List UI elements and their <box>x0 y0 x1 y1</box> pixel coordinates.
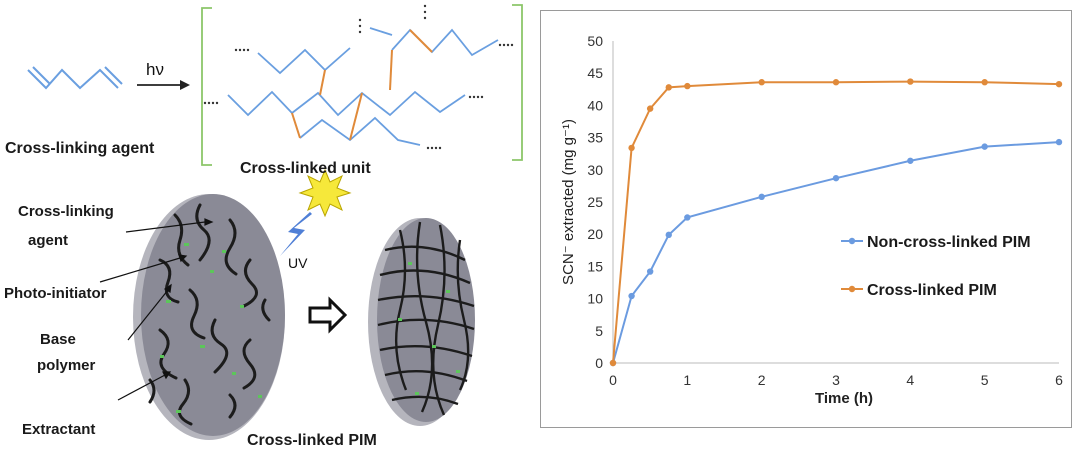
y-tick-label: 5 <box>595 323 603 339</box>
crosslinks <box>291 29 433 141</box>
data-point <box>832 174 840 182</box>
x-tick-label: 4 <box>906 372 914 388</box>
x-tick-label: 5 <box>981 372 989 388</box>
series-line-1 <box>612 80 1060 364</box>
chain-ellipsis-dots <box>203 4 514 150</box>
data-point <box>684 82 691 90</box>
data-point <box>758 193 765 201</box>
legend-label: Non-cross-linked PIM <box>867 234 1031 251</box>
y-tick-label: 45 <box>587 65 603 81</box>
callout-lines <box>99 218 214 401</box>
data-point <box>907 78 914 85</box>
x-tick-label: 6 <box>1055 372 1063 388</box>
y-axis-title: SCN⁻ extracted (mg g⁻¹) <box>560 119 577 285</box>
callout-base-polymer-line1: Base <box>40 331 76 348</box>
data-point <box>832 79 840 86</box>
uv-label: UV <box>288 255 308 271</box>
legend-label: Cross-linked PIM <box>867 282 997 299</box>
y-tick-label: 35 <box>587 130 603 146</box>
crosslinking-agent-label: Cross-linking agent <box>5 140 155 157</box>
callout-base-polymer-line2: polymer <box>37 357 96 374</box>
data-point <box>665 84 672 91</box>
callout-photo-initiator: Photo-initiator <box>4 285 107 302</box>
data-point <box>646 268 654 275</box>
uv-light-icon <box>280 168 352 256</box>
chart-frame: 0 5 10 15 20 25 30 35 40 45 50 0 1 2 3 4 5 6 Time (h) SCN⁻ … <box>540 10 1072 428</box>
y-tick-label: 50 <box>587 33 603 49</box>
callout-crosslinking-agent-line2: agent <box>28 232 69 249</box>
y-tick-label: 10 <box>587 291 603 307</box>
data-point <box>628 292 635 300</box>
data-point <box>1055 138 1063 146</box>
data-point <box>646 105 654 112</box>
series-line-0 <box>612 141 1060 364</box>
callout-extractant: Extractant <box>22 421 96 438</box>
hv-label: hν <box>146 60 164 79</box>
reaction-arrow <box>137 80 190 90</box>
y-tick-label: 25 <box>587 194 603 210</box>
crosslinked-pim-label: Cross-linked PIM <box>247 432 377 449</box>
data-point <box>981 143 988 150</box>
legend-marker <box>848 285 856 293</box>
legend-marker <box>848 237 856 245</box>
crosslinked-unit-chains <box>227 27 499 146</box>
brackets <box>201 4 523 166</box>
data-point <box>981 79 988 86</box>
data-point <box>628 144 635 152</box>
data-point <box>684 214 691 221</box>
data-point <box>907 157 914 164</box>
base-membrane-disk <box>133 194 285 440</box>
crosslinked-membrane-disk <box>368 218 475 426</box>
y-tick-label: 0 <box>595 355 603 371</box>
x-axis-title: Time (h) <box>815 390 873 407</box>
data-point <box>758 79 765 86</box>
y-tick-label: 15 <box>587 258 603 274</box>
x-tick-label: 2 <box>758 372 766 388</box>
crosslinked-unit-label: Cross-linked unit <box>240 160 371 177</box>
schematic-diagram <box>27 4 523 440</box>
y-tick-label: 20 <box>587 226 603 242</box>
y-tick-label: 40 <box>587 97 603 113</box>
x-tick-label: 0 <box>609 372 617 388</box>
callout-crosslinking-agent-line1: Cross-linking <box>18 203 114 220</box>
data-point <box>665 231 672 239</box>
x-tick-label: 3 <box>832 372 840 388</box>
transform-arrow <box>308 296 348 334</box>
y-tick-label: 30 <box>587 162 603 178</box>
data-point <box>1055 80 1063 88</box>
data-point <box>609 359 617 367</box>
crosslinking-agent-molecule <box>27 66 123 90</box>
x-tick-label: 1 <box>683 372 691 388</box>
